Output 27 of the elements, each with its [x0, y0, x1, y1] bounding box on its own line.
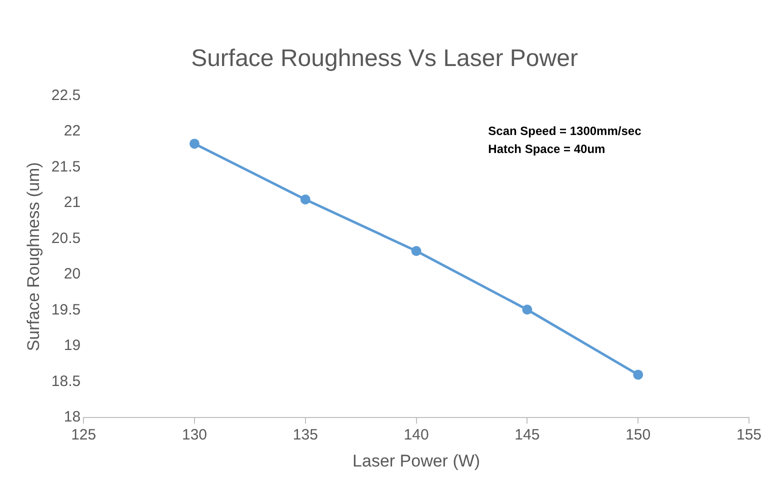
x-tick-label: 125	[71, 426, 96, 444]
point	[633, 370, 644, 380]
y-tick-label: 19.5	[51, 301, 81, 318]
y-tick-label: 21	[64, 194, 81, 212]
x-tick-label: 130	[182, 426, 208, 444]
annotation: Scan Speed = 1300mm/sec	[488, 124, 642, 138]
chart-title: Surface Roughness Vs Laser Power	[191, 45, 578, 72]
y-axis-title: Surface Roughness (um)	[24, 162, 43, 352]
x-tick-label: 145	[514, 426, 540, 444]
y-tick-label: 19	[64, 337, 81, 354]
y-tick-label: 20	[64, 266, 81, 283]
annotation: Hatch Space = 40um	[488, 142, 606, 156]
y-tick-label: 21.5	[51, 158, 81, 176]
x-tick-label: 140	[404, 426, 429, 444]
x-axis-title: Laser Power (W)	[352, 451, 480, 470]
point	[189, 138, 200, 149]
point	[522, 304, 532, 315]
y-tick-label: 20.5	[51, 230, 81, 247]
y-tick-label: 22.5	[51, 86, 81, 104]
x-tick-label: 155	[736, 426, 762, 444]
y-tick-label: 22	[64, 122, 81, 140]
y-tick-label: 18	[64, 408, 81, 426]
x-tick-label: 150	[626, 426, 651, 444]
point	[300, 194, 310, 204]
y-tick-label: 18.5	[51, 372, 81, 390]
point	[411, 246, 422, 256]
x-tick-label: 135	[292, 426, 318, 444]
